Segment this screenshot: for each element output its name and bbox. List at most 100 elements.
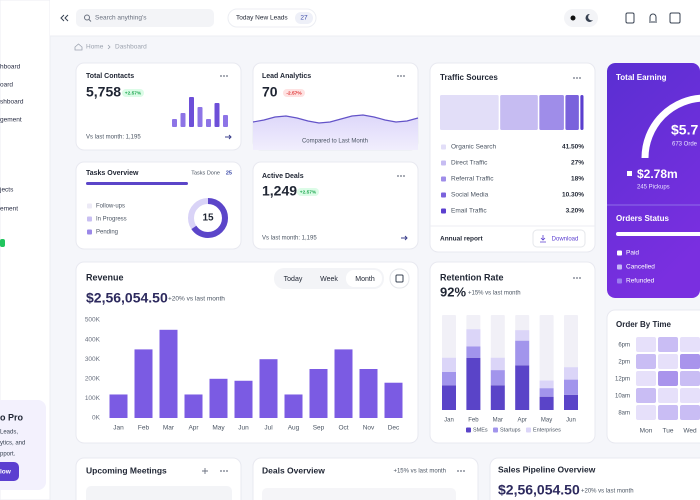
stacked-bar [539, 380, 554, 389]
more-icon[interactable] [220, 75, 222, 77]
nav-item[interactable]: gement [0, 117, 22, 124]
more-icon[interactable] [573, 277, 575, 279]
search-box[interactable] [76, 9, 214, 27]
source-name: Email Traffic [451, 208, 487, 215]
bar [384, 382, 403, 418]
mini-bar [172, 119, 177, 127]
more-icon[interactable] [220, 470, 222, 472]
card-title: Traffic Sources [440, 73, 498, 82]
legend-label: Enterprises [533, 427, 561, 433]
source-value: 27% [571, 160, 584, 167]
change: -2.57% [286, 90, 302, 96]
heat-cell [636, 388, 656, 403]
earning-amount: $5.7 [671, 122, 698, 138]
tab[interactable]: Month [355, 276, 375, 283]
tab[interactable]: Today [284, 276, 303, 283]
theme-toggle[interactable] [564, 9, 598, 27]
bar [284, 394, 303, 418]
revenue-amount: $2,56,054.50 [86, 290, 168, 306]
treemap-cell [580, 95, 584, 130]
x-tick-label: Mar [163, 425, 175, 432]
x-tick-label: Oct [338, 425, 348, 432]
notes-icon[interactable] [625, 12, 635, 24]
tab[interactable]: Week [320, 276, 338, 283]
heat-cell [680, 405, 700, 420]
earning-orders: 673 Orde [672, 142, 698, 148]
bar [209, 378, 228, 418]
x-tick-label: Jun [238, 425, 249, 432]
heat-cell [658, 354, 678, 369]
nav-item[interactable]: oard [0, 82, 13, 89]
stacked-bar [490, 385, 505, 410]
earning-card: Total Earning $5.7 673 Orde $2.78m 245 Picku… [607, 63, 700, 298]
more-icon[interactable] [579, 277, 581, 279]
more-icon[interactable] [397, 75, 399, 77]
mini-bar [214, 103, 220, 127]
more-icon[interactable] [226, 75, 228, 77]
stacked-bar [515, 365, 530, 410]
x-tick-label: Jan [444, 418, 454, 424]
more-icon[interactable] [576, 277, 578, 279]
more-icon[interactable] [463, 470, 465, 472]
treemap-cell [500, 95, 538, 130]
more-icon[interactable] [397, 175, 399, 177]
more-icon[interactable] [223, 75, 225, 77]
x-tick-label: Dec [388, 425, 400, 432]
more-icon[interactable] [576, 77, 578, 79]
nav-item[interactable]: shboard [0, 99, 24, 106]
card [75, 62, 242, 151]
promo-button[interactable] [0, 462, 19, 481]
progress-bar [86, 182, 188, 185]
nav-item[interactable]: hboard [0, 64, 21, 71]
kpi-value: 92% [440, 284, 466, 299]
breadcrumb[interactable]: Home [86, 44, 104, 51]
arrow-icon[interactable] [225, 134, 232, 140]
arrow-icon[interactable] [401, 235, 408, 241]
row-label: 12pm [615, 377, 630, 383]
card-footer: Compared to Last Month [302, 139, 368, 145]
bar [159, 329, 178, 418]
collapse-icon[interactable] [60, 14, 69, 22]
breadcrumb-separator [107, 44, 111, 50]
calendar-button[interactable] [389, 268, 410, 289]
status-name: Refunded [626, 278, 655, 285]
more-icon[interactable] [403, 175, 405, 177]
add-icon[interactable] [202, 468, 208, 474]
more-icon[interactable] [573, 77, 575, 79]
more-icon[interactable] [223, 470, 225, 472]
pipeline-amount: $2,56,054.50 [498, 482, 580, 498]
more-icon[interactable] [403, 75, 405, 77]
legend-swatch [87, 216, 92, 222]
legend-label: Startups [500, 427, 521, 433]
x-tick-label: Apr [188, 425, 199, 432]
source-value: 41.50% [562, 144, 584, 151]
calendar-icon[interactable] [669, 12, 681, 24]
more-icon[interactable] [400, 175, 402, 177]
heat-cell [636, 371, 656, 386]
card [607, 63, 700, 298]
y-tick-label: 100K [85, 395, 101, 402]
promo-title: o Pro [0, 412, 24, 422]
more-icon[interactable] [226, 470, 228, 472]
more-icon[interactable] [460, 470, 462, 472]
heat-cell [658, 337, 678, 352]
more-icon[interactable] [579, 77, 581, 79]
more-icon[interactable] [400, 75, 402, 77]
stacked-bar [466, 357, 481, 410]
legend-swatch [617, 250, 622, 256]
promo-button-label: low [0, 469, 12, 476]
more-icon[interactable] [457, 470, 459, 472]
heat-cell [680, 371, 700, 386]
download-button[interactable] [532, 229, 586, 248]
nav-item[interactable]: jects [0, 187, 14, 194]
change-badge [122, 89, 144, 97]
x-tick-label: Nov [363, 425, 375, 432]
area [253, 115, 418, 150]
source-value: 10.30% [562, 192, 584, 199]
nav-item[interactable]: ement [0, 206, 18, 213]
retention-change: +15% vs last month [468, 291, 521, 297]
heat-cell [658, 388, 678, 403]
x-tick-label: Aug [288, 425, 300, 432]
x-tick-label: Jan [113, 425, 124, 432]
bell-icon[interactable] [649, 13, 657, 23]
